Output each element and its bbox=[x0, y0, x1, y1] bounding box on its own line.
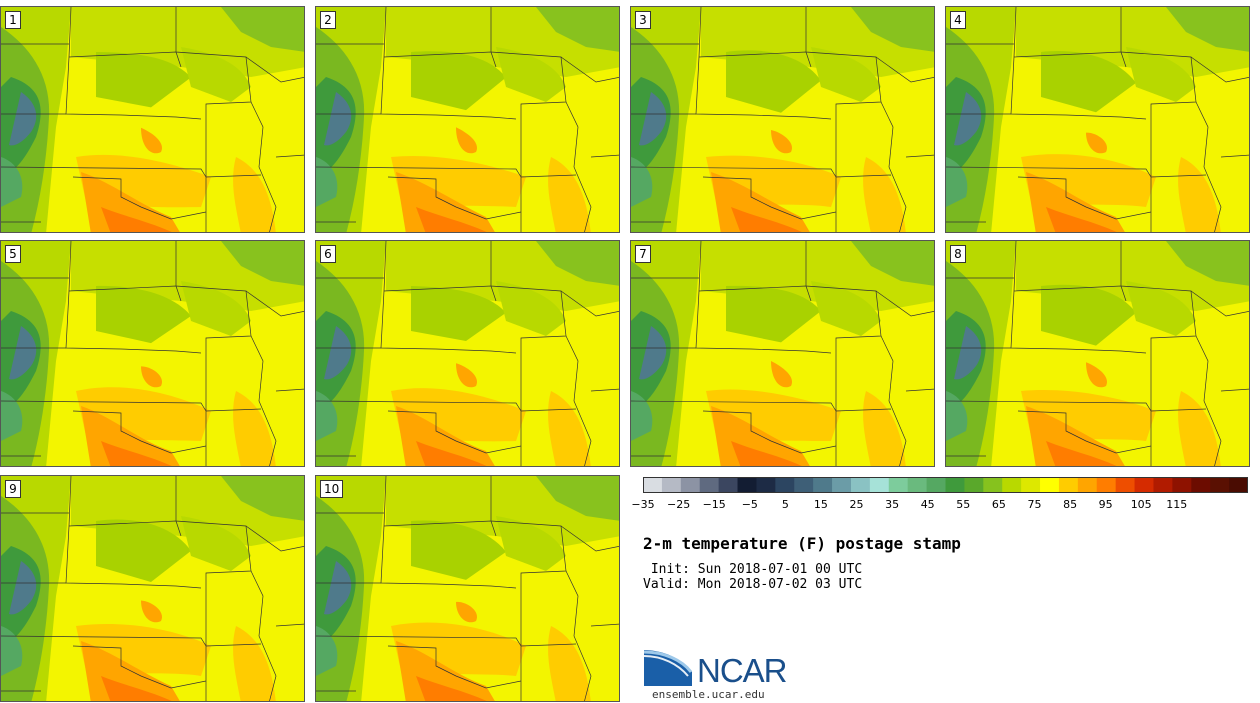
colorbar-tick-label: 15 bbox=[813, 498, 828, 511]
colorbar-tick-label: −35 bbox=[631, 498, 655, 511]
colorbar-bin bbox=[888, 477, 909, 493]
colorbar-bin bbox=[1229, 477, 1248, 493]
colorbar-bin bbox=[718, 477, 739, 493]
colorbar-tick-label: 25 bbox=[849, 498, 864, 511]
colorbar-bin bbox=[964, 477, 984, 493]
temperature-map bbox=[946, 241, 1249, 466]
colorbar-bin bbox=[1153, 477, 1173, 493]
colorbar-bin bbox=[945, 477, 965, 493]
colorbar-bin bbox=[1058, 477, 1079, 493]
colorbar-tick-label: 95 bbox=[1098, 498, 1113, 511]
temperature-map bbox=[316, 241, 619, 466]
colorbar-tick-label: 55 bbox=[956, 498, 971, 511]
colorbar-bin bbox=[1115, 477, 1136, 493]
member-number-label: 4 bbox=[950, 11, 966, 29]
colorbar-tick-label: 35 bbox=[885, 498, 900, 511]
colorbar-tick-label: 105 bbox=[1130, 498, 1152, 511]
colorbar-bin bbox=[869, 477, 890, 493]
valid-time: Valid: Mon 2018-07-02 03 UTC bbox=[643, 577, 863, 592]
member-number-label: 3 bbox=[635, 11, 651, 29]
colorbar-bin bbox=[643, 477, 663, 493]
colorbar-bin bbox=[794, 477, 814, 493]
colorbar-bin bbox=[1096, 477, 1117, 493]
temperature-map bbox=[1, 7, 304, 232]
colorbar-bin bbox=[756, 477, 776, 493]
colorbar-bin bbox=[699, 477, 720, 493]
colorbar-bin bbox=[1077, 477, 1098, 493]
colorbar-bin bbox=[1191, 477, 1211, 493]
colorbar-bin bbox=[926, 477, 946, 493]
member-map-panel: 2 bbox=[315, 6, 620, 233]
colorbar-bin bbox=[775, 477, 795, 493]
colorbar-tick-label: −5 bbox=[741, 498, 758, 511]
colorbar-bin bbox=[1172, 477, 1192, 493]
colorbar-bin bbox=[832, 477, 852, 493]
member-number-label: 7 bbox=[635, 245, 651, 263]
member-number-label: 5 bbox=[5, 245, 21, 263]
colorbar-tick-label: −15 bbox=[702, 498, 726, 511]
temperature-map bbox=[1, 241, 304, 466]
member-map-panel: 3 bbox=[630, 6, 935, 233]
colorbar-bin bbox=[907, 477, 928, 493]
colorbar-bin bbox=[1210, 477, 1230, 493]
colorbar-bin bbox=[680, 477, 701, 493]
temperature-map bbox=[316, 476, 619, 701]
colorbar-bin bbox=[737, 477, 757, 493]
member-map-panel: 9 bbox=[0, 475, 305, 702]
colorbar-bin bbox=[1040, 477, 1060, 493]
member-map-panel: 4 bbox=[945, 6, 1250, 233]
figure-title: 2-m temperature (F) postage stamp bbox=[643, 534, 961, 553]
colorbar-tick-label: 5 bbox=[781, 498, 789, 511]
colorbar-bin bbox=[983, 477, 1003, 493]
temperature-map bbox=[631, 241, 934, 466]
colorbar-bin bbox=[1002, 477, 1022, 493]
site-url: ensemble.ucar.edu bbox=[652, 688, 765, 701]
member-map-panel: 7 bbox=[630, 240, 935, 467]
colorbar-tick-label: 85 bbox=[1063, 498, 1078, 511]
member-number-label: 10 bbox=[320, 480, 344, 498]
colorbar-bin bbox=[1021, 477, 1041, 493]
colorbar-tick-label: 75 bbox=[1027, 498, 1042, 511]
colorbar-bin bbox=[1134, 477, 1154, 493]
temperature-map bbox=[1, 476, 304, 701]
ncar-logo bbox=[643, 650, 693, 686]
colorbar-tick-label: −25 bbox=[666, 498, 691, 511]
member-map-panel: 10 bbox=[315, 475, 620, 702]
temperature-map bbox=[316, 7, 619, 232]
member-number-label: 6 bbox=[320, 245, 336, 263]
member-number-label: 2 bbox=[320, 11, 336, 29]
temperature-colorbar bbox=[643, 477, 1248, 493]
member-number-label: 8 bbox=[950, 245, 966, 263]
ncar-logo-text: NCAR bbox=[697, 652, 788, 689]
colorbar-tick-label: 115 bbox=[1166, 498, 1188, 511]
colorbar-bin bbox=[661, 477, 682, 493]
member-map-panel: 5 bbox=[0, 240, 305, 467]
temperature-map bbox=[946, 7, 1249, 232]
temperature-map bbox=[631, 7, 934, 232]
colorbar-tick-label: 45 bbox=[920, 498, 935, 511]
member-map-panel: 1 bbox=[0, 6, 305, 233]
member-map-panel: 8 bbox=[945, 240, 1250, 467]
colorbar-bin bbox=[813, 477, 833, 493]
colorbar-border bbox=[643, 477, 1248, 493]
member-number-label: 1 bbox=[5, 11, 21, 29]
member-number-label: 9 bbox=[5, 480, 21, 498]
member-map-panel: 6 bbox=[315, 240, 620, 467]
init-time: Init: Sun 2018-07-01 00 UTC bbox=[643, 562, 863, 577]
colorbar-bin bbox=[850, 477, 871, 493]
colorbar-tick-label: 65 bbox=[991, 498, 1006, 511]
